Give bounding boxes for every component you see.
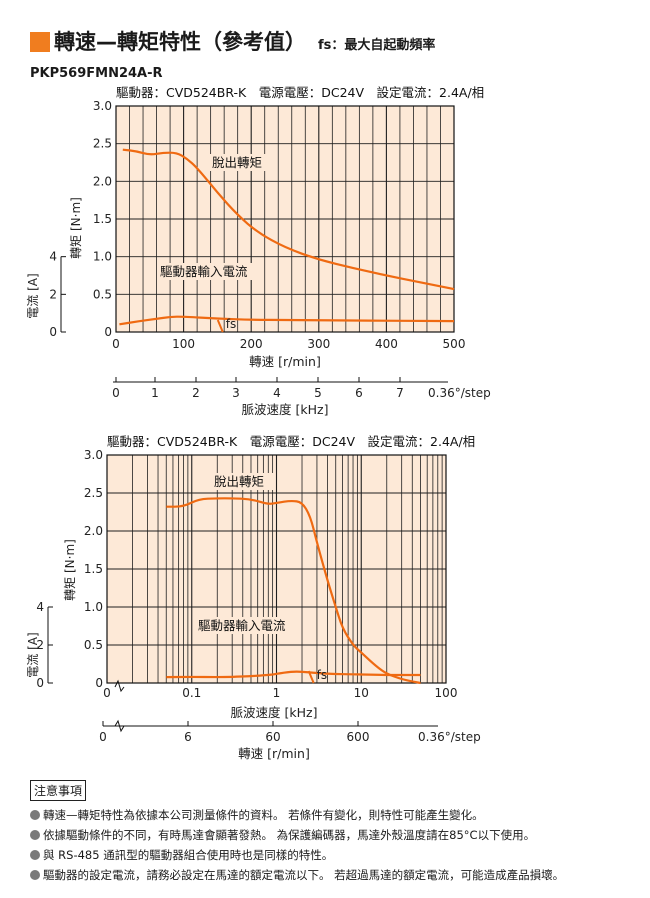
series-label-background [211, 473, 275, 490]
note-text: 與 RS-485 通訊型的驅動器組合使用時也是同樣的特性。 [43, 848, 334, 862]
y-axis-label: 轉矩 [N·m] [69, 197, 83, 259]
plot-frame [115, 105, 455, 333]
secondary-x-tick-label: 5 [314, 386, 322, 400]
x-tick-label: 1 [273, 686, 281, 700]
secondary-x-tick-label: 1 [151, 386, 159, 400]
axis-break-mark [114, 719, 125, 733]
y-tick-label: 0 [95, 676, 103, 690]
series-label-background [157, 263, 261, 280]
secondary-x-tick-label: 0 [99, 730, 107, 744]
y-tick-label: 2.0 [93, 174, 112, 188]
current-tick-label: 2 [36, 638, 44, 652]
series-label: 脫出轉矩 [214, 474, 264, 489]
bullet-icon [30, 830, 40, 840]
x-tick-label: 0 [112, 337, 120, 351]
current-curve [166, 670, 421, 679]
step-angle-label: 0.36°/step [428, 386, 491, 400]
bullet-icon [30, 850, 40, 860]
y-tick-label: 0.5 [93, 287, 112, 301]
y-tick-label: 1.5 [84, 562, 103, 576]
y-tick-label: 3.0 [93, 99, 112, 113]
secondary-x-axis-label: 轉速 [r/min] [238, 746, 310, 761]
fs-marker [307, 670, 315, 684]
current-tick-label: 2 [49, 287, 57, 301]
series-label: 脫出轉矩 [212, 155, 262, 170]
title-marker-icon [30, 32, 50, 52]
x-axis-label: 轉速 [r/min] [249, 354, 321, 369]
note-item: 依據驅動條件的不同，有時馬達會顯著發熱。 為保護編碼器，馬達外殼溫度請在85°C… [30, 826, 630, 844]
fs-label: fs [317, 668, 327, 682]
page-header: 轉速—轉矩特性（參考值） fs：最大自起動頻率 [30, 26, 435, 56]
x-tick-label: 100 [172, 337, 195, 351]
notes-title: 注意事項 [30, 780, 87, 801]
secondary-x-tick-label: 3 [232, 386, 240, 400]
pullout-torque-curve [122, 148, 455, 291]
plot-frame [106, 454, 447, 684]
series-label: 驅動器輸入電流 [198, 618, 286, 633]
secondary-x-tick-label: 6 [184, 730, 192, 744]
series-label-background [209, 154, 273, 171]
current-tick-label: 4 [49, 250, 57, 264]
y-tick-label: 1.5 [93, 212, 112, 226]
bullet-icon [30, 810, 40, 820]
secondary-x-tick-label: 600 [347, 730, 370, 744]
note-text: 依據驅動條件的不同，有時馬達會顯著發熱。 為保護編碼器，馬達外殼溫度請在85°C… [43, 828, 536, 842]
note-item: 轉速—轉矩特性為依據本公司測量條件的資料。 若條件有變化，則特性可能產生變化。 [30, 806, 630, 824]
y-axis-label: 轉矩 [N·m] [63, 539, 77, 601]
x-tick-label: 400 [375, 337, 398, 351]
x-tick-label: 100 [435, 686, 458, 700]
y-tick-label: 2.5 [84, 486, 103, 500]
fs-marker [216, 319, 224, 333]
current-axis-label: 電流 [A] [26, 273, 40, 318]
model-number: PKP569FMN24A-R [30, 66, 163, 81]
y-tick-label: 0.5 [84, 638, 103, 652]
secondary-x-tick-label: 7 [396, 386, 404, 400]
y-tick-label: 1.0 [93, 250, 112, 264]
step-angle-label: 0.36°/step [418, 730, 481, 744]
current-tick-label: 0 [49, 325, 57, 339]
pullout-torque-curve [166, 497, 421, 685]
page-title: 轉速—轉矩特性（參考值） [54, 30, 306, 54]
y-tick-label: 1.0 [84, 600, 103, 614]
secondary-x-tick-label: 60 [265, 730, 280, 744]
x-tick-label: 0 [103, 686, 111, 700]
current-tick-label: 4 [36, 600, 44, 614]
x-tick-label: 0.1 [182, 686, 201, 700]
secondary-x-tick-label: 2 [192, 386, 200, 400]
chart-conditions: 驅動器：CVD524BR-K 電源電壓：DC24V 設定電流：2.4A/相 [116, 85, 484, 100]
chart-conditions: 驅動器：CVD524BR-K 電源電壓：DC24V 設定電流：2.4A/相 [107, 434, 475, 449]
y-tick-label: 2.5 [93, 137, 112, 151]
axis-break-mark [114, 679, 125, 693]
x-tick-label: 200 [240, 337, 263, 351]
charts-canvas: 驅動器：CVD524BR-K 電源電壓：DC24V 設定電流：2.4A/相 0 0.… [26, 85, 491, 761]
x-tick-label: 300 [307, 337, 330, 351]
fs-label: fs [226, 317, 236, 331]
note-text: 轉速—轉矩特性為依據本公司測量條件的資料。 若條件有變化，則特性可能產生變化。 [43, 808, 484, 822]
current-tick-label: 0 [36, 676, 44, 690]
current-axis-label: 電流 [A] [26, 632, 40, 677]
y-tick-label: 0 [104, 325, 112, 339]
note-text: 驅動器的設定電流，請務必設定在馬達的額定電流以下。 若超過馬達的額定電流，可能造… [43, 868, 565, 882]
y-tick-label: 3.0 [84, 448, 103, 462]
y-tick-label: 2.0 [84, 524, 103, 538]
x-axis-label: 脈波速度 [kHz] [231, 705, 318, 720]
x-tick-label: 10 [354, 686, 369, 700]
fs-note: fs：最大自起動頻率 [318, 38, 436, 53]
note-item: 驅動器的設定電流，請務必設定在馬達的額定電流以下。 若超過馬達的額定電流，可能造… [30, 866, 630, 884]
bullet-icon [30, 870, 40, 880]
secondary-x-tick-label: 4 [273, 386, 281, 400]
series-label-background [195, 617, 299, 634]
notes-section: 注意事項 轉速—轉矩特性為依據本公司測量條件的資料。 若條件有變化，則特性可能產… [30, 780, 630, 884]
secondary-x-tick-label: 6 [355, 386, 363, 400]
secondary-x-tick-label: 0 [112, 386, 120, 400]
note-item: 與 RS-485 通訊型的驅動器組合使用時也是同樣的特性。 [30, 846, 630, 864]
current-curve [119, 315, 455, 326]
series-label: 驅動器輸入電流 [160, 264, 248, 279]
x-tick-label: 500 [443, 337, 466, 351]
secondary-x-axis-label: 脈波速度 [kHz] [242, 402, 329, 417]
